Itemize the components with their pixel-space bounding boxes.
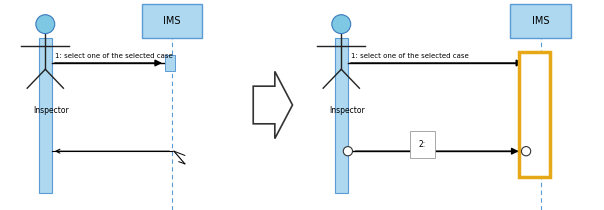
Bar: [39, 38, 52, 193]
Text: 1: select one of the selected case: 1: select one of the selected case: [55, 53, 173, 59]
Ellipse shape: [36, 15, 55, 34]
Text: Inspector: Inspector: [329, 106, 365, 116]
Text: IMS: IMS: [164, 16, 181, 26]
Bar: [526, 55, 543, 174]
Bar: [165, 55, 175, 71]
Ellipse shape: [343, 147, 353, 156]
Bar: [142, 4, 202, 38]
Ellipse shape: [521, 147, 531, 156]
Text: 1: select one of the selected case: 1: select one of the selected case: [351, 53, 469, 59]
Text: 2:: 2:: [419, 140, 426, 149]
Bar: [519, 52, 550, 177]
Bar: [335, 38, 348, 193]
Bar: [510, 4, 571, 38]
Text: IMS: IMS: [532, 16, 549, 26]
Ellipse shape: [332, 15, 351, 34]
Text: Inspector: Inspector: [33, 106, 69, 116]
Polygon shape: [253, 71, 292, 139]
